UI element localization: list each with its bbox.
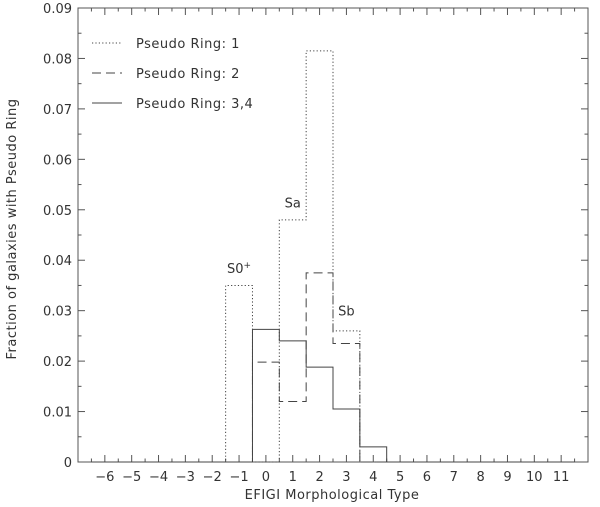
- legend-label: Pseudo Ring: 3,4: [136, 97, 253, 112]
- x-tick-label: −5: [122, 470, 141, 485]
- y-tick-label: 0: [64, 456, 72, 471]
- series-3: [91, 328, 575, 463]
- x-tick-label: −1: [229, 470, 248, 485]
- annotation-superscript: +: [244, 261, 252, 271]
- x-tick-label: 11: [553, 470, 570, 485]
- type-annotation: Sa: [285, 196, 301, 211]
- y-tick-label: 0.02: [43, 355, 72, 370]
- y-tick-label: 0.01: [43, 406, 72, 421]
- y-axis-title: Fraction of galaxies with Pseudo Ring: [5, 99, 20, 360]
- y-tick-label: 0.07: [43, 103, 72, 118]
- x-tick-label: 10: [526, 470, 543, 485]
- legend-label: Pseudo Ring: 1: [136, 37, 240, 52]
- x-tick-label: 9: [503, 470, 511, 485]
- x-tick-label: −4: [149, 470, 168, 485]
- x-tick-label: 4: [369, 470, 377, 485]
- type-annotation: Sb: [338, 305, 355, 320]
- y-tick-label: 0.08: [43, 52, 72, 67]
- x-tick-label: 3: [342, 470, 350, 485]
- type-annotation: S0+: [227, 261, 251, 277]
- y-tick-label: 0.05: [43, 204, 72, 219]
- legend-item: Pseudo Ring: 2: [92, 67, 240, 82]
- x-tick-label: 2: [315, 470, 323, 485]
- legend-item: Pseudo Ring: 3,4: [92, 97, 253, 112]
- x-tick-label: −6: [95, 470, 114, 485]
- y-tick-label: 0.09: [43, 2, 72, 17]
- legend-label: Pseudo Ring: 2: [136, 67, 240, 82]
- x-tick-label: 1: [289, 470, 297, 485]
- y-tick-label: 0.03: [43, 305, 72, 320]
- y-tick-label: 0.04: [43, 254, 72, 269]
- x-tick-label: 5: [396, 470, 404, 485]
- y-tick-label: 0.06: [43, 153, 72, 168]
- x-tick-label: 6: [423, 470, 431, 485]
- x-tick-label: −2: [203, 470, 222, 485]
- x-tick-label: −3: [176, 470, 195, 485]
- x-tick-label: 0: [262, 470, 270, 485]
- legend-item: Pseudo Ring: 1: [92, 37, 240, 52]
- x-tick-label: 8: [476, 470, 484, 485]
- series-step-line: [91, 328, 575, 463]
- x-axis-title: EFIGI Morphological Type: [245, 488, 420, 503]
- x-tick-label: 7: [450, 470, 458, 485]
